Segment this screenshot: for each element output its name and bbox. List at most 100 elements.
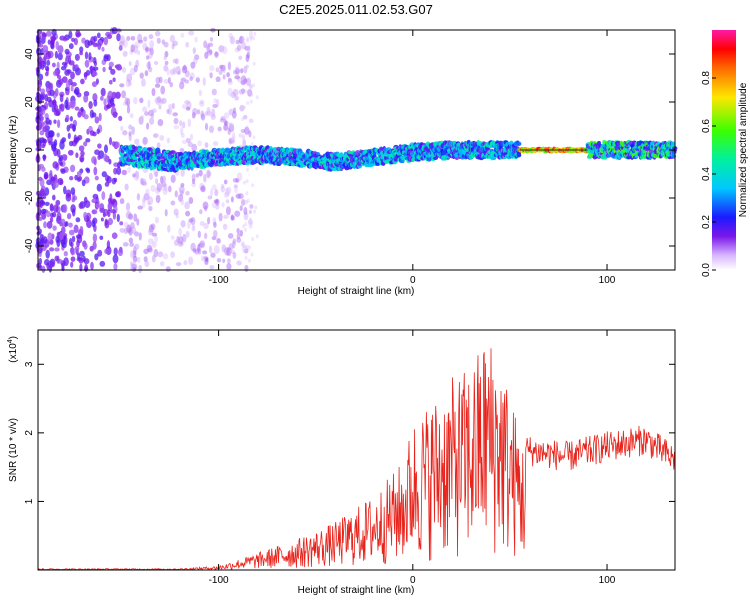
spectrogram-point-806 bbox=[63, 257, 69, 266]
snr-multiplier-close: ) bbox=[8, 336, 19, 339]
spectrogram-point-384 bbox=[122, 39, 128, 48]
spectrogram-point-739 bbox=[123, 221, 129, 228]
spectrogram-point-433 bbox=[220, 183, 225, 189]
spectrogram-point-614 bbox=[178, 227, 182, 237]
spectrogram-point-1100 bbox=[244, 89, 248, 94]
spectrogram-point-891 bbox=[50, 40, 55, 49]
spectrogram-ytick-label-3: 20 bbox=[24, 96, 35, 108]
spectrogram-point-212 bbox=[147, 247, 153, 253]
spectrogram-point-885 bbox=[56, 148, 61, 158]
spectrogram-point-435 bbox=[80, 106, 84, 112]
spectrogram-point-369 bbox=[125, 210, 132, 219]
spectrogram-point-257 bbox=[243, 206, 248, 215]
snr-xtick-label-2: 100 bbox=[599, 575, 616, 586]
spectrogram-point-1029 bbox=[48, 119, 52, 126]
spectrogram-point-580 bbox=[77, 175, 83, 182]
spectrogram-point-1066 bbox=[145, 55, 150, 60]
spectrogram-point-1153 bbox=[252, 83, 256, 88]
spectrogram-point-1088 bbox=[151, 232, 158, 237]
spectrogram-point-203 bbox=[79, 51, 83, 56]
spectrogram-point-1154 bbox=[253, 209, 256, 214]
spectrogram-point-603 bbox=[147, 99, 151, 108]
spectrogram-point-1055 bbox=[188, 256, 194, 265]
spectrogram-point-716 bbox=[192, 248, 197, 253]
spectrogram-point-782 bbox=[70, 85, 74, 92]
spectrogram-point-933 bbox=[216, 258, 222, 263]
spectrogram-point-72 bbox=[128, 130, 132, 137]
spectrogram-point-224 bbox=[224, 247, 230, 256]
spectrogram-point-485 bbox=[105, 31, 112, 37]
spectrogram-point-457 bbox=[242, 245, 247, 254]
spectrogram-point-513 bbox=[218, 70, 223, 75]
spectrogram-point-970 bbox=[111, 177, 117, 185]
snr-multiplier: (x104) bbox=[7, 336, 19, 363]
spectrogram-point-849 bbox=[112, 254, 119, 264]
spectrogram-point-921 bbox=[122, 50, 128, 57]
spectrogram-point-986 bbox=[182, 121, 186, 129]
spectrogram-x-axis-label: Height of straight line (km) bbox=[298, 286, 415, 297]
spectrogram-point-670 bbox=[184, 100, 190, 105]
spectrogram-point-182 bbox=[132, 246, 137, 255]
spectrogram-point-191 bbox=[149, 117, 155, 125]
spectrogram-point-850 bbox=[70, 187, 76, 195]
spectrogram-point-996 bbox=[156, 142, 161, 149]
spectrogram-point-1139 bbox=[245, 64, 249, 69]
spectrogram-point-555 bbox=[46, 59, 51, 66]
spectrogram-point-1028 bbox=[73, 89, 79, 95]
spectrogram-point-146 bbox=[66, 124, 71, 132]
spectrogram-point-666 bbox=[235, 193, 242, 199]
spectrogram-point-338 bbox=[240, 68, 244, 74]
spectrogram-point-807 bbox=[66, 212, 72, 220]
spectrogram-point-124 bbox=[242, 114, 248, 120]
spectrogram-point-462 bbox=[132, 255, 138, 263]
spectrogram-point-735 bbox=[232, 251, 237, 259]
spectrogram-point-217 bbox=[109, 79, 113, 85]
spectrogram-point-625 bbox=[213, 199, 219, 204]
spectrogram-point-474 bbox=[158, 76, 163, 84]
spectrogram-xtick-label-0: -100 bbox=[209, 275, 229, 286]
spectrogram-point-656 bbox=[73, 64, 78, 71]
spectrogram-point-942 bbox=[67, 132, 71, 140]
spectrogram-point-187 bbox=[239, 36, 243, 45]
spectrogram-point-1042 bbox=[214, 51, 219, 59]
spectrogram-point-771 bbox=[103, 55, 109, 62]
spectrogram-point-834 bbox=[55, 235, 61, 244]
spectrogram-point-336 bbox=[142, 42, 148, 51]
spectrogram-point-489 bbox=[155, 30, 161, 37]
spectrogram-point-541 bbox=[146, 122, 150, 130]
spectrogram-point-1115 bbox=[252, 36, 255, 40]
spectrogram-point-259 bbox=[215, 67, 220, 73]
snr-x-ticks: -100 0 100 bbox=[209, 330, 616, 586]
spectrogram-point-984 bbox=[49, 216, 54, 223]
spectrogram-point-6 bbox=[191, 225, 196, 232]
spectrogram-point-440 bbox=[212, 229, 218, 238]
spectrogram-point-532 bbox=[147, 228, 154, 236]
colorbar-ticks: 0.0 0.2 0.4 0.6 0.8 bbox=[701, 71, 716, 277]
spectrogram-point-1107 bbox=[241, 89, 245, 94]
spectrogram-point-908 bbox=[151, 108, 157, 113]
spectrogram-point-773 bbox=[44, 124, 48, 133]
spectrogram-point-304 bbox=[210, 188, 214, 197]
spectrogram-point-42 bbox=[211, 202, 216, 209]
spectrogram-ytick-label-4: 40 bbox=[24, 48, 35, 60]
spectrogram-point-959 bbox=[234, 95, 239, 101]
spectrogram-point-1169 bbox=[119, 151, 126, 157]
spectrogram-point-1116 bbox=[249, 37, 253, 41]
spectrogram-point-731 bbox=[59, 140, 65, 150]
spectrogram-point-894 bbox=[91, 198, 97, 204]
spectrogram-point-232 bbox=[222, 74, 226, 80]
spectrogram-point-974 bbox=[236, 172, 243, 181]
spectrogram-point-978 bbox=[229, 139, 236, 144]
spectrogram-point-805 bbox=[154, 234, 158, 243]
spectrogram-point-331 bbox=[234, 186, 238, 194]
spectrogram-point-133 bbox=[238, 55, 243, 61]
spectrogram-point-356 bbox=[127, 166, 132, 174]
spectrogram-point-586 bbox=[199, 182, 205, 190]
spectrogram-point-1003 bbox=[131, 226, 137, 235]
spectrogram-ytick-label-1: -20 bbox=[24, 190, 35, 205]
spectrogram-point-1068 bbox=[37, 207, 42, 216]
spectrogram-point-358 bbox=[51, 194, 56, 201]
spectrogram-point-940 bbox=[106, 104, 112, 109]
spectrogram-point-949 bbox=[227, 232, 234, 239]
spectrogram-point-882 bbox=[118, 45, 123, 51]
